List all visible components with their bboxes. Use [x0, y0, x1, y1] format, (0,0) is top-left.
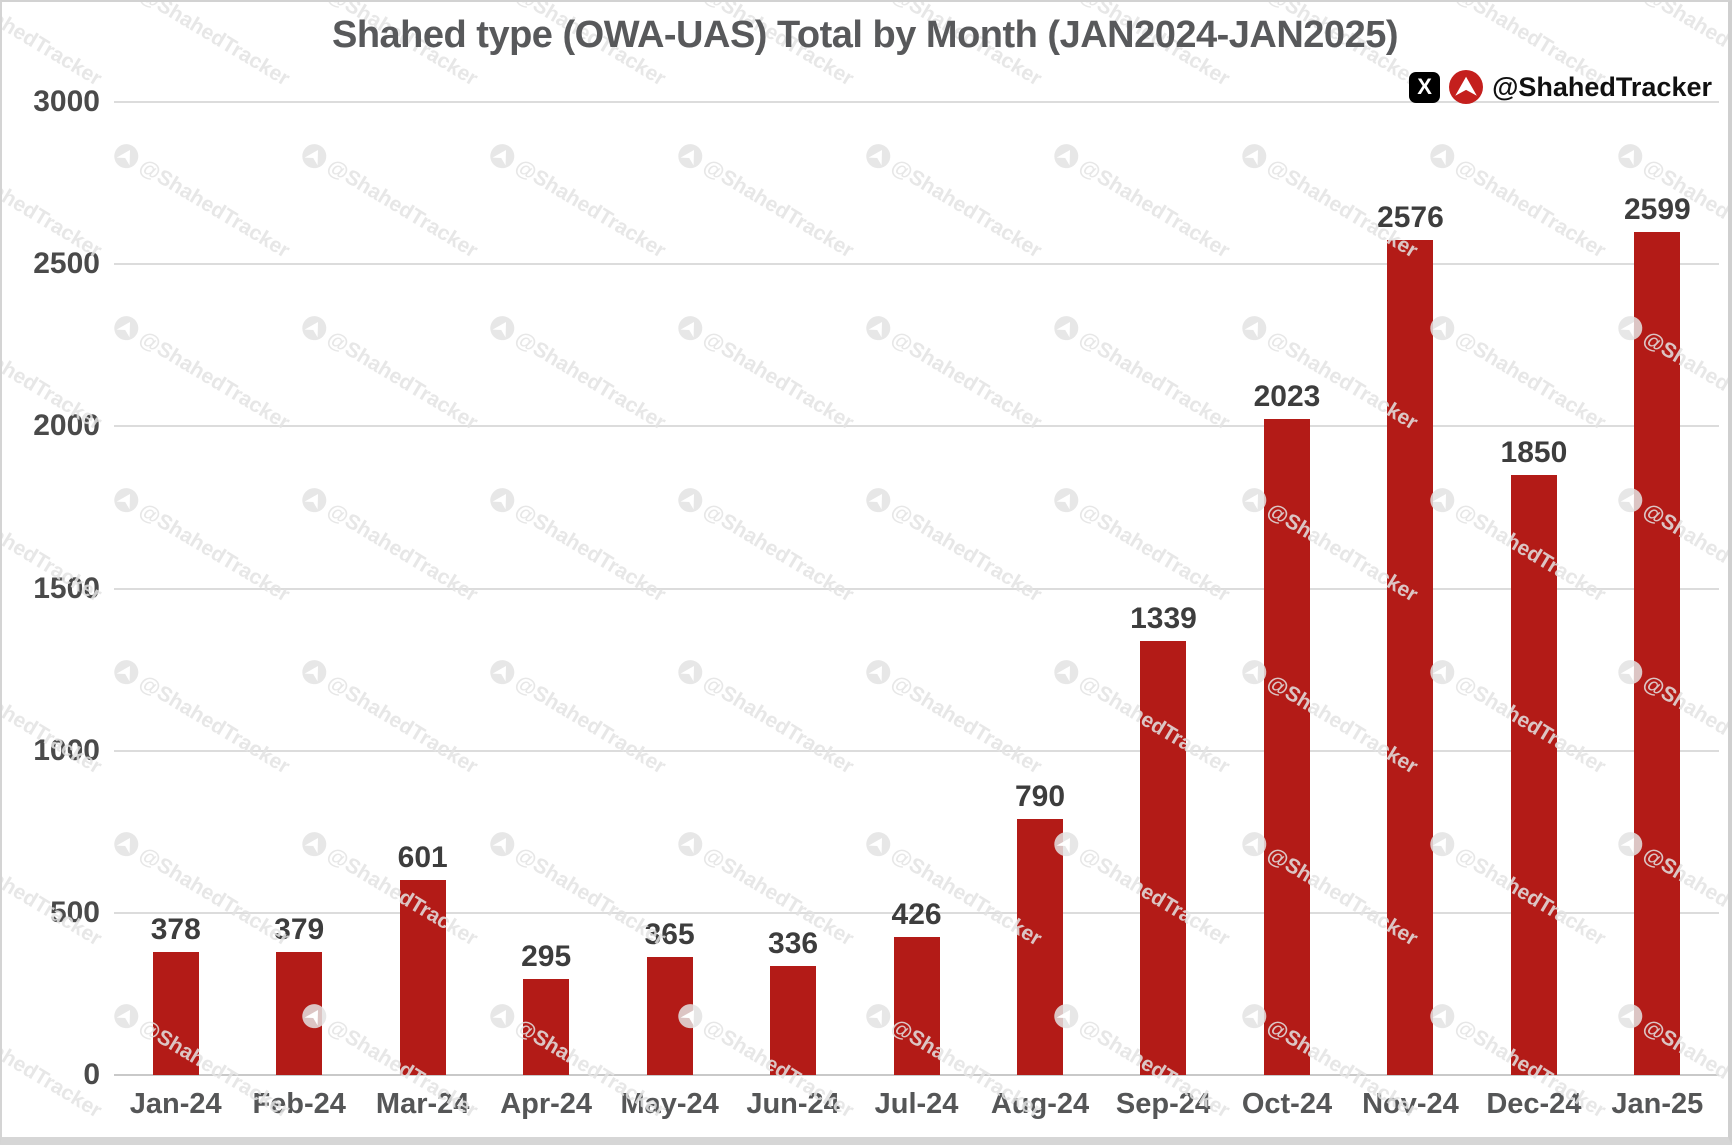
y-tick-label: 2500	[33, 247, 100, 281]
bar-column: 1339	[1102, 102, 1225, 1075]
gridline	[114, 425, 1719, 428]
shahed-drone-watermark-icon	[862, 0, 895, 1]
bar-column: 336	[731, 102, 854, 1075]
gridline	[114, 911, 1719, 914]
y-tick-label: 1000	[33, 733, 100, 767]
x-twitter-icon: X	[1409, 71, 1441, 103]
watermark-item: @ShahedTracker	[2, 828, 106, 952]
brand-badge: X @ShahedTracker	[1409, 70, 1712, 104]
x-tick-label: May-24	[620, 1088, 719, 1120]
bar-May-24	[646, 956, 693, 1075]
x-tick-label: Dec-24	[1486, 1088, 1582, 1120]
gridline	[114, 1074, 1719, 1076]
bar-Mar-24	[399, 880, 446, 1075]
bar-column: 295	[484, 102, 607, 1075]
bar-Apr-24	[523, 979, 570, 1075]
bar-Feb-24	[276, 952, 323, 1075]
x-tick-label: Jul-24	[874, 1088, 959, 1120]
bar-column: 365	[608, 102, 731, 1075]
x-tick-label: Sep-24	[1115, 1088, 1212, 1120]
bar-column: 378	[114, 102, 237, 1075]
x-tick-label: Oct-24	[1241, 1088, 1333, 1120]
bar-column: 2599	[1596, 102, 1719, 1075]
bar-Oct-24	[1263, 418, 1310, 1075]
x-axis-labels: Jan-24 Feb-24 Mar-24 Apr-24 May-24 Jun-24 Jul-…	[114, 1088, 1719, 1121]
bar-column: 1850	[1472, 102, 1595, 1075]
brand-handle: @ShahedTracker	[1492, 71, 1712, 102]
x-tick-label: Nov-24	[1362, 1088, 1459, 1120]
bar-Dec-24	[1510, 474, 1557, 1075]
gridline	[114, 587, 1719, 590]
bar-column: 2023	[1225, 102, 1348, 1075]
bar-value-label: 295	[521, 940, 572, 974]
x-tick-label: Jan-24	[129, 1088, 222, 1120]
y-tick-label: 3000	[33, 85, 100, 118]
x-tick-label: Mar-24	[375, 1088, 470, 1120]
gridline	[114, 101, 1719, 103]
bar-value-label: 379	[274, 913, 325, 947]
bar-value-label: 336	[768, 927, 819, 961]
x-tick-label: Apr-24	[500, 1088, 593, 1120]
shahed-drone-watermark-icon	[110, 0, 143, 1]
bar-value-label: 2599	[1623, 193, 1691, 227]
y-tick-label: 2000	[33, 409, 100, 443]
x-tick-label: Jun-24	[746, 1088, 840, 1120]
x-tick-label: Aug-24	[990, 1088, 1090, 1120]
bar-Jan-25	[1634, 232, 1681, 1075]
bar-Jul-24	[893, 936, 940, 1075]
chart-title: Shahed type (OWA-UAS) Total by Month (JA…	[331, 14, 1399, 56]
bar-value-label: 1850	[1500, 435, 1568, 469]
bar-column: 790	[978, 102, 1101, 1075]
x-tick-label: Feb-24	[252, 1088, 346, 1120]
watermark-item: @ShahedTracker	[2, 140, 106, 264]
bar-value-label: 365	[644, 917, 695, 951]
bar-Jan-24	[152, 952, 199, 1075]
x-tick-label: Jan-25	[1611, 1088, 1704, 1120]
bar-column: 601	[361, 102, 484, 1075]
bar-column: 379	[237, 102, 360, 1075]
gridline	[114, 263, 1719, 266]
bar-value-label: 378	[150, 913, 201, 947]
y-tick-label: 1500	[33, 571, 100, 605]
bar-Jun-24	[770, 966, 817, 1075]
bar-value-label: 1339	[1130, 601, 1197, 635]
bar-value-label: 2023	[1253, 379, 1321, 413]
bar-value-label: 2576	[1377, 200, 1444, 234]
shahed-drone-watermark-icon	[298, 0, 331, 1]
shahed-drone-logo-icon	[1449, 70, 1484, 104]
bar-value-label: 601	[397, 841, 448, 875]
bar-value-label: 426	[891, 897, 942, 931]
shahed-drone-watermark-icon	[1050, 0, 1083, 1]
bar-Sep-24	[1140, 640, 1187, 1075]
shahed-drone-watermark-icon	[1426, 0, 1459, 1]
bar-column: 426	[855, 102, 978, 1075]
gridline	[114, 749, 1719, 752]
shahed-drone-watermark-icon	[674, 0, 707, 1]
bar-value-label: 790	[1014, 779, 1066, 813]
bar-Nov-24	[1387, 239, 1434, 1075]
y-tick-label: 500	[49, 895, 100, 929]
bar-column: 2576	[1349, 102, 1472, 1075]
shahed-drone-watermark-icon	[1238, 0, 1271, 1]
plot-area: 378 379 601 295 365 336 426 790 1339 2023 2576 1850…	[114, 102, 1719, 1075]
y-tick-label: 0	[83, 1058, 100, 1091]
shahed-drone-watermark-icon	[1614, 0, 1647, 1]
bar-Aug-24	[1017, 818, 1064, 1075]
shahed-drone-watermark-icon	[486, 0, 519, 1]
